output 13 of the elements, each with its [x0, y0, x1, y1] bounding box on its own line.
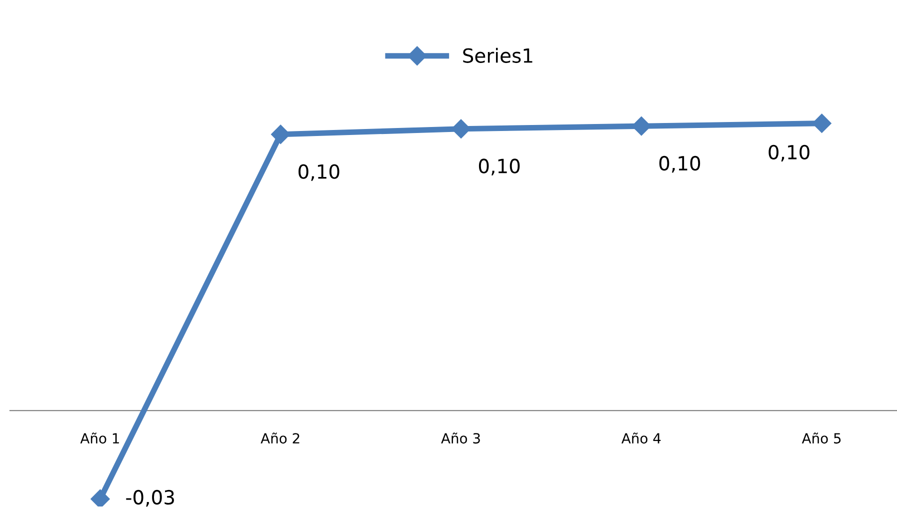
- data-label: 0,10: [298, 164, 340, 181]
- data-label: 0,10: [478, 158, 520, 176]
- point: [271, 124, 290, 144]
- x-tick-label: Año 2: [260, 432, 300, 444]
- x-tick-label: Año 5: [802, 432, 841, 444]
- x-tick-label: Año 4: [621, 432, 661, 444]
- data-label: 0,10: [659, 156, 700, 173]
- point: [90, 489, 110, 506]
- data-label: -0,03: [126, 490, 174, 507]
- x-tick-label: Año 3: [441, 432, 480, 444]
- data-label: 0,10: [768, 144, 810, 162]
- x-tick-label: Año 1: [80, 432, 119, 444]
- legend-label: Series1: [463, 48, 532, 63]
